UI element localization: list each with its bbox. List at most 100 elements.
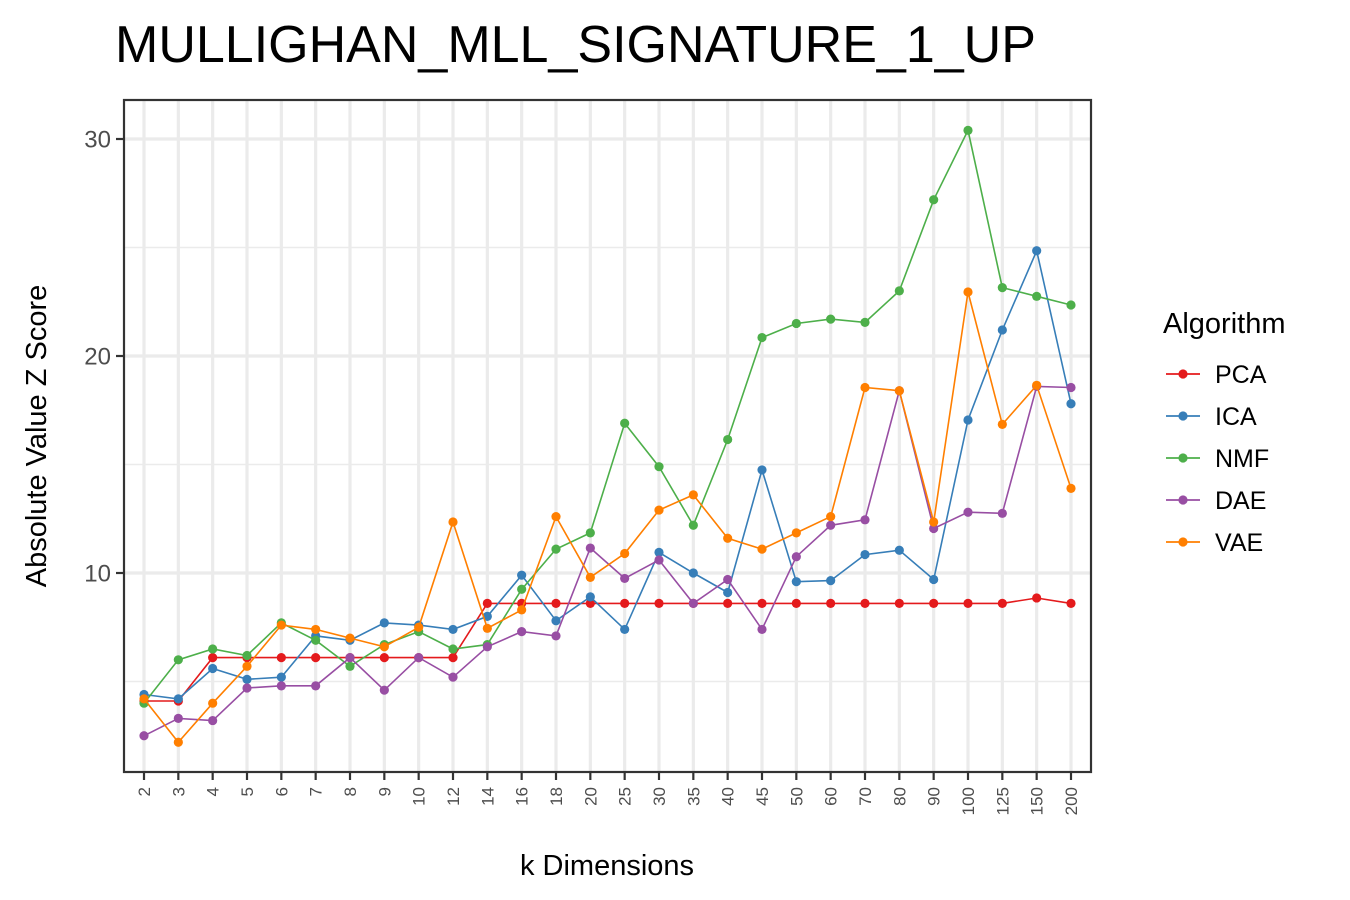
- y-tick-label: 10: [84, 561, 111, 588]
- data-point-ica: [963, 415, 973, 425]
- data-point-ica: [929, 574, 939, 585]
- data-point-nmf: [894, 286, 904, 296]
- data-point-nmf: [517, 584, 527, 594]
- data-point-ica: [688, 568, 698, 578]
- data-point-ica: [826, 575, 836, 586]
- plot-panel-border: [122, 98, 1093, 774]
- data-point-ica: [654, 547, 664, 557]
- data-point-dae: [791, 552, 801, 562]
- legend-label-vae: VAE: [1215, 529, 1263, 557]
- data-point-nmf: [757, 332, 767, 343]
- data-point-vae: [963, 287, 973, 297]
- data-point-pca: [482, 598, 492, 608]
- data-point-dae: [620, 573, 630, 584]
- data-point-vae: [894, 386, 904, 396]
- data-point-nmf: [1032, 291, 1042, 301]
- x-tick-label: 12: [444, 787, 463, 806]
- data-point-dae: [517, 626, 527, 637]
- x-tick-label: 25: [616, 787, 635, 806]
- data-point-ica: [1032, 246, 1042, 256]
- data-point-vae: [860, 382, 870, 393]
- data-point-dae: [414, 653, 424, 663]
- x-tick-label: 70: [856, 787, 875, 806]
- x-tick-label: 9: [375, 787, 394, 796]
- data-point-ica: [517, 570, 527, 580]
- legend-marker-ica: [1178, 411, 1188, 421]
- data-point-vae: [1066, 483, 1076, 493]
- data-point-vae: [311, 624, 321, 635]
- series-line-ica: [143, 248, 1072, 700]
- x-tick-label: 10: [410, 787, 429, 806]
- x-tick-label: 35: [684, 787, 703, 806]
- x-tick-label: 16: [513, 787, 532, 806]
- data-point-nmf: [723, 434, 733, 445]
- data-point-nmf: [345, 661, 355, 671]
- data-point-pca: [276, 653, 286, 663]
- data-point-vae: [929, 517, 939, 527]
- x-axis-label: k Dimensions: [520, 850, 694, 882]
- x-tick-label: 150: [1028, 787, 1047, 815]
- data-point-vae: [826, 511, 836, 522]
- series-line-dae: [143, 385, 1072, 737]
- x-tick-label: 60: [822, 787, 841, 806]
- data-point-nmf: [448, 644, 458, 654]
- x-tick-label: 45: [753, 787, 772, 806]
- data-point-pca: [448, 653, 458, 663]
- data-point-vae: [242, 661, 252, 671]
- series-vae: [139, 287, 1076, 747]
- data-point-pca: [1066, 598, 1076, 608]
- y-tick-label: 20: [84, 344, 111, 371]
- data-point-dae: [963, 507, 973, 517]
- data-point-nmf: [826, 314, 836, 324]
- data-point-nmf: [929, 195, 939, 205]
- data-point-dae: [585, 543, 595, 553]
- data-point-pca: [1032, 593, 1042, 603]
- x-tick-label: 80: [890, 787, 909, 806]
- data-point-pca: [311, 653, 321, 663]
- data-point-pca: [208, 653, 218, 663]
- legend: Algorithm PCA ICA NMF DAE VAE: [1163, 308, 1286, 557]
- series-line-vae: [143, 291, 1072, 744]
- data-point-dae: [551, 631, 561, 641]
- data-point-ica: [448, 624, 458, 635]
- data-point-nmf: [963, 125, 973, 135]
- data-point-ica: [894, 545, 904, 555]
- x-tick-label: 125: [993, 787, 1012, 815]
- x-tick-label: 50: [787, 787, 806, 806]
- data-point-ica: [585, 592, 595, 602]
- data-point-vae: [620, 548, 630, 559]
- data-point-pca: [791, 598, 801, 608]
- data-point-dae: [997, 508, 1007, 518]
- legend-label-nmf: NMF: [1215, 445, 1269, 473]
- data-point-vae: [208, 698, 218, 708]
- data-point-pca: [585, 598, 595, 608]
- data-point-pca: [997, 598, 1007, 608]
- series-line-nmf: [143, 127, 1072, 704]
- legend-label-pca: PCA: [1215, 361, 1267, 389]
- x-tick-label: 2: [135, 787, 154, 796]
- x-tick-label: 90: [925, 787, 944, 806]
- data-point-pca: [757, 598, 767, 608]
- data-point-nmf: [585, 528, 595, 538]
- data-point-vae: [997, 419, 1007, 429]
- legend-marker-dae: [1178, 495, 1188, 505]
- data-point-nmf: [208, 644, 218, 654]
- data-point-dae: [482, 642, 492, 652]
- data-point-dae: [654, 555, 664, 565]
- data-point-vae: [448, 517, 458, 527]
- data-point-ica: [723, 587, 733, 598]
- data-point-nmf: [551, 544, 561, 554]
- x-tick-label: 5: [238, 787, 257, 796]
- data-point-pca: [620, 598, 630, 608]
- data-point-dae: [379, 685, 389, 695]
- y-tick-label: 30: [84, 127, 111, 154]
- data-point-dae: [276, 681, 286, 691]
- x-tick-label: 8: [341, 787, 360, 796]
- data-point-vae: [757, 544, 767, 554]
- data-point-vae: [723, 533, 733, 543]
- x-tick-label: 4: [204, 787, 223, 796]
- data-point-nmf: [311, 635, 321, 645]
- data-point-nmf: [242, 650, 252, 661]
- data-point-vae: [379, 642, 389, 652]
- x-tick-label: 3: [169, 787, 188, 796]
